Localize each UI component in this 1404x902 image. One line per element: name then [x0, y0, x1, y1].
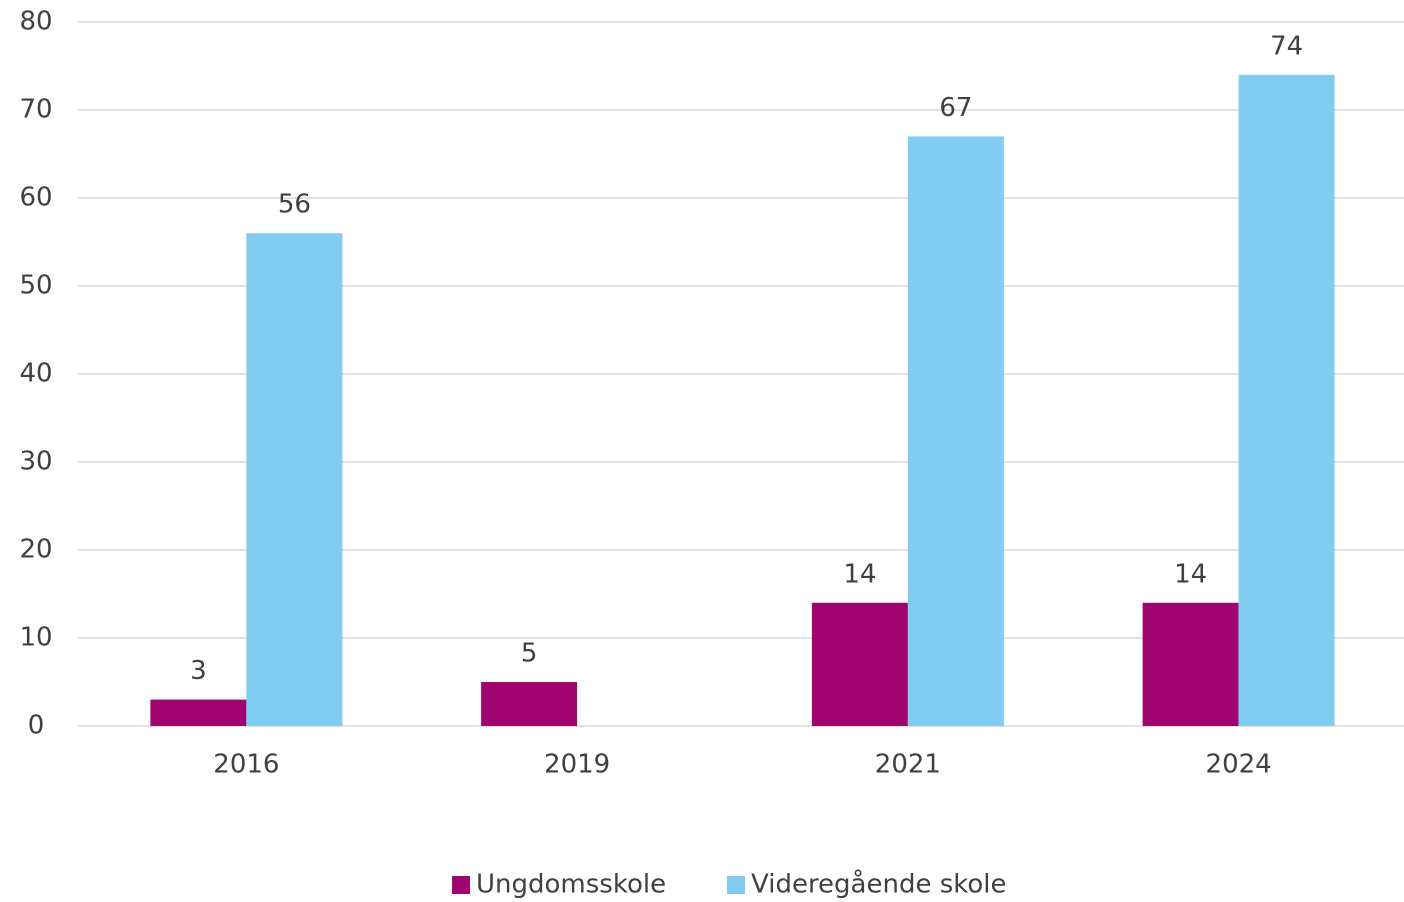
data-label: 5 [521, 639, 538, 669]
y-tick-label: 10 [19, 623, 52, 653]
data-label: 3 [190, 656, 207, 686]
bar [246, 233, 343, 726]
y-tick-label: 0 [28, 711, 45, 741]
legend-swatch [727, 876, 745, 894]
y-tick-label: 40 [19, 359, 52, 389]
bar [1142, 602, 1239, 726]
bar [1238, 74, 1335, 727]
data-label: 14 [1174, 559, 1207, 589]
y-tick-label: 60 [19, 183, 52, 213]
bar [150, 699, 247, 726]
x-tick-label: 2021 [875, 750, 941, 780]
data-label: 56 [278, 190, 311, 220]
legend-label: Ungdomsskole [476, 870, 666, 900]
data-label: 67 [939, 93, 972, 123]
data-label: 74 [1270, 31, 1303, 61]
y-tick-label: 50 [19, 271, 52, 301]
bar [481, 682, 578, 726]
x-tick-label: 2019 [544, 750, 610, 780]
y-tick-label: 20 [19, 535, 52, 565]
legend-swatch [452, 876, 470, 894]
y-tick-label: 80 [19, 7, 52, 37]
bar [811, 602, 908, 726]
y-tick-label: 30 [19, 447, 52, 477]
y-tick-label: 70 [19, 95, 52, 125]
x-tick-label: 2024 [1206, 750, 1272, 780]
data-label: 14 [843, 559, 876, 589]
x-tick-label: 2016 [213, 750, 279, 780]
legend-label: Videregående skole [751, 869, 1007, 900]
bar [907, 136, 1004, 726]
